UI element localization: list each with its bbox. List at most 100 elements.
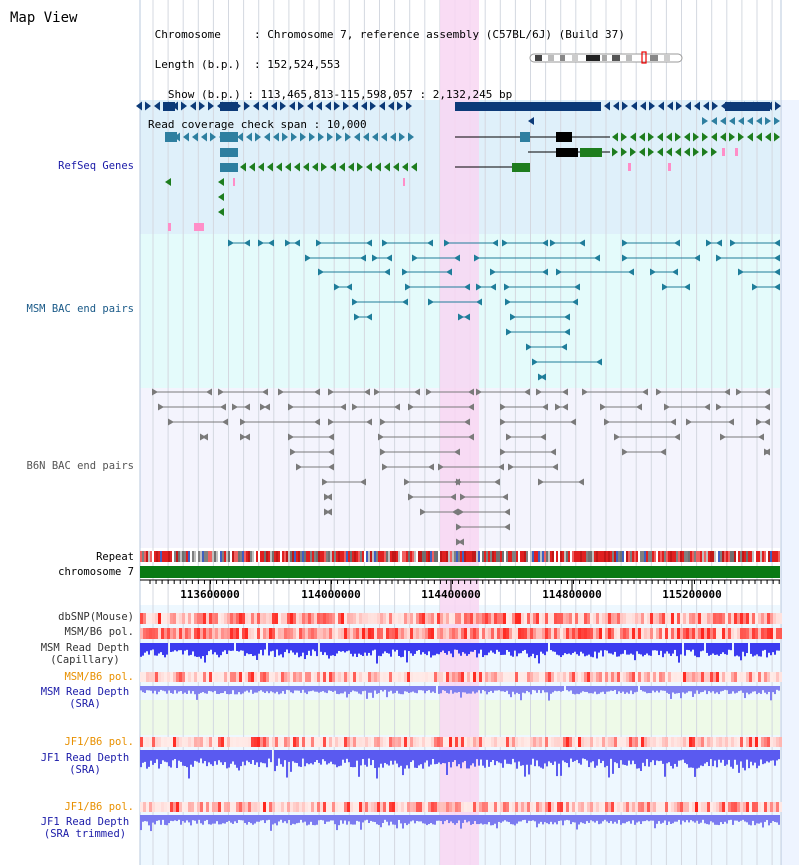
depth-bar <box>778 686 780 691</box>
depth-bar <box>172 643 174 652</box>
depth-bar <box>568 815 570 821</box>
b6n-bac-end-pairs-label[interactable]: B6N BAC end pairs <box>26 460 134 472</box>
heat-mark <box>446 613 449 624</box>
heat-mark <box>587 613 590 624</box>
heat-mark <box>611 672 614 682</box>
heat-mark <box>512 737 515 747</box>
heat-mark <box>659 672 662 682</box>
depth-bar <box>424 815 426 824</box>
heat-mark <box>614 802 617 812</box>
depth-bar <box>260 686 262 691</box>
depth-bar <box>572 643 574 654</box>
depth-bar <box>760 643 762 657</box>
heat-mark <box>422 628 425 639</box>
heat-mark <box>518 737 521 747</box>
depth-bar <box>416 686 418 694</box>
gene-arrow <box>334 101 340 111</box>
heat-mark <box>524 737 527 747</box>
repeat-mark <box>768 551 770 562</box>
repeat-mark <box>606 551 608 562</box>
depth-bar <box>192 686 194 692</box>
gene-arrow <box>552 463 558 471</box>
depth-bar <box>208 750 210 763</box>
depth-bar <box>456 815 458 824</box>
repeat-mark <box>468 551 470 562</box>
heat-mark <box>434 802 437 812</box>
depth-bar <box>576 643 578 655</box>
depth-bar <box>506 750 508 764</box>
repeat-mark <box>152 551 154 562</box>
gene-block <box>165 132 177 142</box>
gene-block <box>220 102 238 111</box>
depth-bar <box>532 750 534 759</box>
repeat-mark <box>422 551 424 562</box>
depth-bar <box>364 686 366 691</box>
depth-bar <box>344 815 346 821</box>
heat-mark <box>524 672 527 682</box>
depth-bar <box>280 815 282 820</box>
depth-bar <box>406 643 408 663</box>
repeat-mark <box>390 551 392 562</box>
depth-bar <box>776 686 778 690</box>
heat-mark <box>413 802 416 812</box>
heat-mark <box>161 628 164 639</box>
depth-bar <box>424 686 426 694</box>
depth-bar <box>380 750 382 764</box>
page-title: Map View <box>10 10 78 26</box>
depth-bar <box>662 643 664 658</box>
heat-mark <box>254 802 257 812</box>
heat-mark <box>704 802 707 812</box>
heat-mark <box>701 672 704 682</box>
depth-bar <box>468 815 470 822</box>
depth-bar <box>630 750 632 765</box>
heat-mark <box>266 737 269 747</box>
msm-bac-end-pairs-label[interactable]: MSM BAC end pairs <box>26 303 134 315</box>
heat-mark <box>212 737 215 747</box>
heat-mark <box>245 802 248 812</box>
depth-bar <box>198 815 200 820</box>
depth-bar <box>478 815 480 825</box>
depth-bar <box>482 815 484 825</box>
depth-bar <box>416 643 418 651</box>
depth-bar <box>568 643 570 654</box>
depth-bar <box>432 750 434 759</box>
depth-bar <box>356 750 358 761</box>
gene-arrow <box>240 418 246 426</box>
depth-bar <box>276 750 278 766</box>
gene-arrow <box>318 132 324 142</box>
heat-mark <box>371 628 374 639</box>
heat-mark <box>317 737 320 747</box>
gene-arrow <box>555 403 561 411</box>
heat-mark <box>758 628 761 639</box>
depth-bar <box>246 686 248 691</box>
heat-mark <box>377 802 380 812</box>
heat-mark <box>395 737 398 747</box>
repeat-mark <box>162 551 164 562</box>
gene-arrow <box>244 403 250 411</box>
gene-arrow <box>366 418 372 426</box>
depth-bar <box>684 686 686 694</box>
repeat-mark <box>530 551 532 562</box>
gene-arrow <box>720 132 726 142</box>
heat-mark <box>638 672 641 682</box>
depth-bar <box>614 643 616 652</box>
heat-mark <box>509 672 512 682</box>
heat-mark <box>203 628 206 639</box>
depth-bar <box>402 815 404 829</box>
repeat-mark <box>754 551 756 562</box>
repeat-mark <box>490 551 492 562</box>
depth-bar <box>356 643 358 657</box>
depth-bar <box>240 643 242 651</box>
depth-bar <box>764 815 766 822</box>
depth-bar <box>202 815 204 825</box>
depth-bar <box>488 815 490 823</box>
refseq-genes-label[interactable]: RefSeq Genes <box>58 160 134 172</box>
repeat-mark <box>686 551 688 562</box>
depth-bar <box>162 815 164 820</box>
depth-bar <box>414 686 416 693</box>
repeat-mark <box>772 551 774 562</box>
depth-bar <box>298 815 300 823</box>
heat-mark <box>770 628 773 639</box>
gene-arrow <box>354 132 360 142</box>
